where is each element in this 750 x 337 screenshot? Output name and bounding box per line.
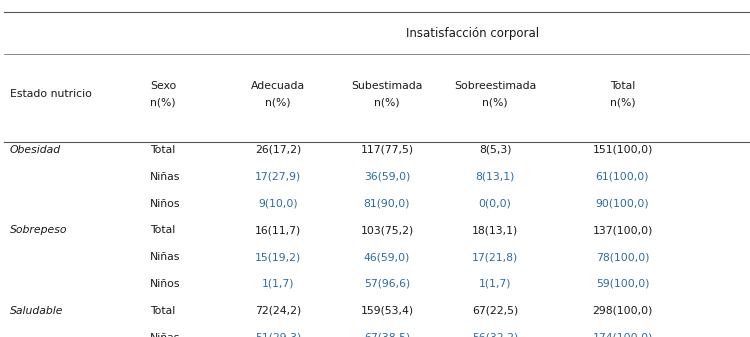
Text: n(%): n(%) — [610, 98, 635, 108]
Text: Total: Total — [150, 306, 176, 316]
Text: Niñas: Niñas — [150, 333, 180, 337]
Text: 18(13,1): 18(13,1) — [472, 225, 518, 235]
Text: 67(22,5): 67(22,5) — [472, 306, 518, 316]
Text: 15(19,2): 15(19,2) — [255, 252, 302, 262]
Text: 8(13,1): 8(13,1) — [476, 172, 514, 182]
Text: Estado nutricio: Estado nutricio — [10, 89, 92, 99]
Text: Sobrepeso: Sobrepeso — [10, 225, 68, 235]
Text: Niñas: Niñas — [150, 172, 180, 182]
Text: 159(53,4): 159(53,4) — [361, 306, 413, 316]
Text: 57(96,6): 57(96,6) — [364, 279, 410, 289]
Text: 8(5,3): 8(5,3) — [478, 145, 512, 155]
Text: 1(1,7): 1(1,7) — [262, 279, 295, 289]
Text: 0(0,0): 0(0,0) — [478, 198, 512, 209]
Text: Insatisfacción corporal: Insatisfacción corporal — [406, 27, 539, 40]
Text: Sobreestimada: Sobreestimada — [454, 81, 536, 91]
Text: 36(59,0): 36(59,0) — [364, 172, 410, 182]
Text: 298(100,0): 298(100,0) — [592, 306, 652, 316]
Text: Subestimada: Subestimada — [351, 81, 423, 91]
Text: 51(29,3): 51(29,3) — [255, 333, 302, 337]
Text: 174(100,0): 174(100,0) — [592, 333, 652, 337]
Text: 103(75,2): 103(75,2) — [360, 225, 414, 235]
Text: 17(21,8): 17(21,8) — [472, 252, 518, 262]
Text: Niños: Niños — [150, 279, 181, 289]
Text: Niñas: Niñas — [150, 252, 180, 262]
Text: 26(17,2): 26(17,2) — [255, 145, 302, 155]
Text: 17(27,9): 17(27,9) — [255, 172, 302, 182]
Text: 46(59,0): 46(59,0) — [364, 252, 410, 262]
Text: Total: Total — [150, 145, 176, 155]
Text: n(%): n(%) — [374, 98, 400, 108]
Text: Sexo: Sexo — [150, 81, 176, 91]
Text: 59(100,0): 59(100,0) — [596, 279, 650, 289]
Text: 16(11,7): 16(11,7) — [255, 225, 302, 235]
Text: Saludable: Saludable — [10, 306, 63, 316]
Text: 72(24,2): 72(24,2) — [255, 306, 302, 316]
Text: 56(32,2): 56(32,2) — [472, 333, 518, 337]
Text: Obesidad: Obesidad — [10, 145, 61, 155]
Text: 61(100,0): 61(100,0) — [596, 172, 650, 182]
Text: Total: Total — [150, 225, 176, 235]
Text: 81(90,0): 81(90,0) — [364, 198, 410, 209]
Text: 78(100,0): 78(100,0) — [596, 252, 650, 262]
Text: Niños: Niños — [150, 198, 181, 209]
Text: 67(38,5): 67(38,5) — [364, 333, 410, 337]
Text: n(%): n(%) — [482, 98, 508, 108]
Text: 137(100,0): 137(100,0) — [592, 225, 652, 235]
Text: Total: Total — [610, 81, 635, 91]
Text: 90(100,0): 90(100,0) — [596, 198, 650, 209]
Text: 151(100,0): 151(100,0) — [592, 145, 652, 155]
Text: 117(77,5): 117(77,5) — [361, 145, 413, 155]
Text: 1(1,7): 1(1,7) — [478, 279, 512, 289]
Text: Adecuada: Adecuada — [251, 81, 305, 91]
Text: 9(10,0): 9(10,0) — [259, 198, 298, 209]
Text: n(%): n(%) — [266, 98, 291, 108]
Text: n(%): n(%) — [150, 98, 176, 108]
